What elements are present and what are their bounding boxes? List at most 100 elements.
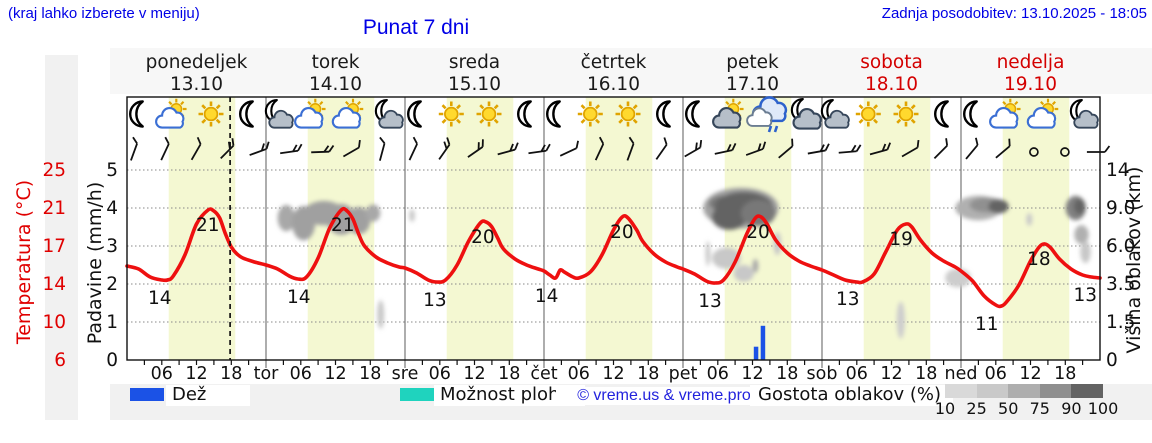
- weather-icon-sun: [438, 101, 464, 127]
- cloud-height-tick-label: 6.0: [1106, 236, 1135, 257]
- cloud-blob: [1026, 213, 1033, 226]
- cloud-blob: [752, 259, 759, 273]
- day-abbrev-label: tor: [254, 364, 280, 384]
- cloud-blob: [988, 199, 1009, 214]
- hour-label: 18: [220, 364, 242, 384]
- cloud-density-stop-labels: 10 25 50 75 90 100: [935, 399, 1118, 419]
- cloud-blob: [1074, 225, 1089, 245]
- weather-icon-sun-gray-cloud: [712, 98, 744, 129]
- hour-label: 12: [185, 364, 207, 384]
- hour-label: 06: [151, 364, 173, 384]
- hour-label: 18: [776, 364, 798, 384]
- day-name: petek: [726, 52, 779, 73]
- weather-icon-moon: [546, 100, 561, 128]
- cloud-density-gradient-segment: [945, 384, 977, 398]
- day-name: sobota: [860, 52, 923, 73]
- day-name: sreda: [449, 52, 500, 73]
- day-date: 15.10: [448, 74, 501, 95]
- temp-extreme-label: 18: [1027, 249, 1051, 270]
- precip-tick-label: 5: [106, 160, 118, 181]
- weather-icon-sun: [615, 101, 641, 127]
- wind-barb-icon: [280, 143, 303, 155]
- wind-barb-icon: [714, 142, 737, 155]
- cloud-blob: [705, 241, 711, 267]
- precip-tick-label: 2: [106, 274, 118, 295]
- weather-icon-rain-cloud: [746, 96, 788, 133]
- day-abbrev-label: sre: [392, 364, 419, 384]
- hour-label: 12: [324, 364, 346, 384]
- day-date: 14.10: [309, 74, 362, 95]
- wind-barb-icon: [901, 139, 920, 158]
- cloud-density-stop-label: 90: [1061, 399, 1082, 418]
- menu-hint-note: (kraj lahko izberete v meniju): [8, 5, 200, 22]
- weather-icon-sun: [577, 101, 603, 127]
- day-abbrev-label: pet: [669, 364, 698, 384]
- weather-icon-sun: [893, 101, 919, 127]
- temp-tick-label: 25: [42, 160, 66, 181]
- temp-extreme-label: 13: [698, 291, 722, 312]
- showers-legend-swatch: [400, 388, 434, 401]
- temp-extreme-label: 13: [1074, 285, 1098, 306]
- weather-icon-moon: [129, 100, 144, 128]
- daylight-band: [585, 97, 653, 360]
- cloud-density-stop-label: 75: [1029, 399, 1050, 418]
- temp-tick-label: 6: [54, 350, 66, 371]
- hour-label: 18: [498, 364, 520, 384]
- temp-tick-label: 10: [42, 312, 66, 333]
- weather-icon-moon-gray-cloud: [790, 97, 822, 130]
- cloud-density-gradient-segment: [976, 384, 1009, 398]
- cloud-height-tick-label: 1.5: [1106, 312, 1135, 333]
- wind-barb-icon: [869, 142, 892, 156]
- weather-icon-moon-cloud: [820, 98, 850, 129]
- cloud-blob: [733, 265, 754, 282]
- day-name: četrtek: [581, 52, 647, 73]
- cloud-density-stop-label: 25: [966, 399, 987, 418]
- day-date: 16.10: [587, 74, 640, 95]
- wind-barb-icon: [995, 138, 1011, 159]
- cloud-density-stop-label: 50: [998, 399, 1019, 418]
- hour-label: 18: [637, 364, 659, 384]
- left-gray-strip: [45, 55, 78, 420]
- hour-label: 06: [985, 364, 1007, 384]
- temp-extreme-label: 14: [148, 288, 172, 309]
- rain-bar: [760, 325, 766, 360]
- cloud-blob: [1080, 241, 1091, 264]
- temp-extreme-label: 19: [889, 229, 913, 250]
- cloud-blob: [347, 207, 371, 235]
- weather-icon-sun-cloud: [155, 98, 187, 129]
- cloud-density-gradient-segment: [1071, 384, 1103, 398]
- precip-tick-label: 3: [106, 236, 118, 257]
- weather-icon-sun-cloud: [331, 98, 364, 129]
- weather-icon-moon: [407, 100, 422, 128]
- hour-label: 18: [359, 364, 381, 384]
- wind-calm-icon: [1060, 147, 1070, 157]
- wind-barb-icon: [220, 138, 235, 160]
- weather-icon-moon: [685, 100, 700, 128]
- wind-barb-icon: [379, 136, 386, 161]
- wind-barb-icon: [559, 140, 579, 157]
- weather-icon-sun: [476, 101, 502, 127]
- copyright-link[interactable]: © vreme.us & vreme.pro: [556, 387, 772, 405]
- wind-barb-icon: [342, 139, 361, 158]
- wind-barb-icon: [965, 137, 979, 160]
- rain-legend-label: Dež: [166, 385, 251, 406]
- temp-extreme-label: 14: [287, 287, 311, 308]
- day-abbrev-label: sob: [807, 364, 838, 384]
- weather-icon-sun-cloud: [1026, 98, 1059, 129]
- cloud-density-gradient: [945, 384, 1103, 398]
- wind-barb-icon: [408, 136, 418, 161]
- hour-label: 18: [915, 364, 937, 384]
- rain-bar: [753, 346, 759, 360]
- weather-icon-moon: [656, 100, 671, 128]
- hour-label: 06: [707, 364, 729, 384]
- weather-icon-moon: [934, 100, 949, 128]
- wind-barb-icon: [1086, 145, 1111, 153]
- daylight-band: [1002, 97, 1070, 360]
- hour-label: 12: [1019, 364, 1041, 384]
- day-name: ponedeljek: [146, 52, 248, 73]
- weather-icon-moon-cloud: [374, 98, 404, 129]
- cloud-blob: [365, 204, 381, 222]
- wind-barb-icon: [626, 136, 635, 161]
- weather-icon-sun-cloud: [989, 98, 1021, 129]
- wind-barb-icon: [778, 138, 794, 159]
